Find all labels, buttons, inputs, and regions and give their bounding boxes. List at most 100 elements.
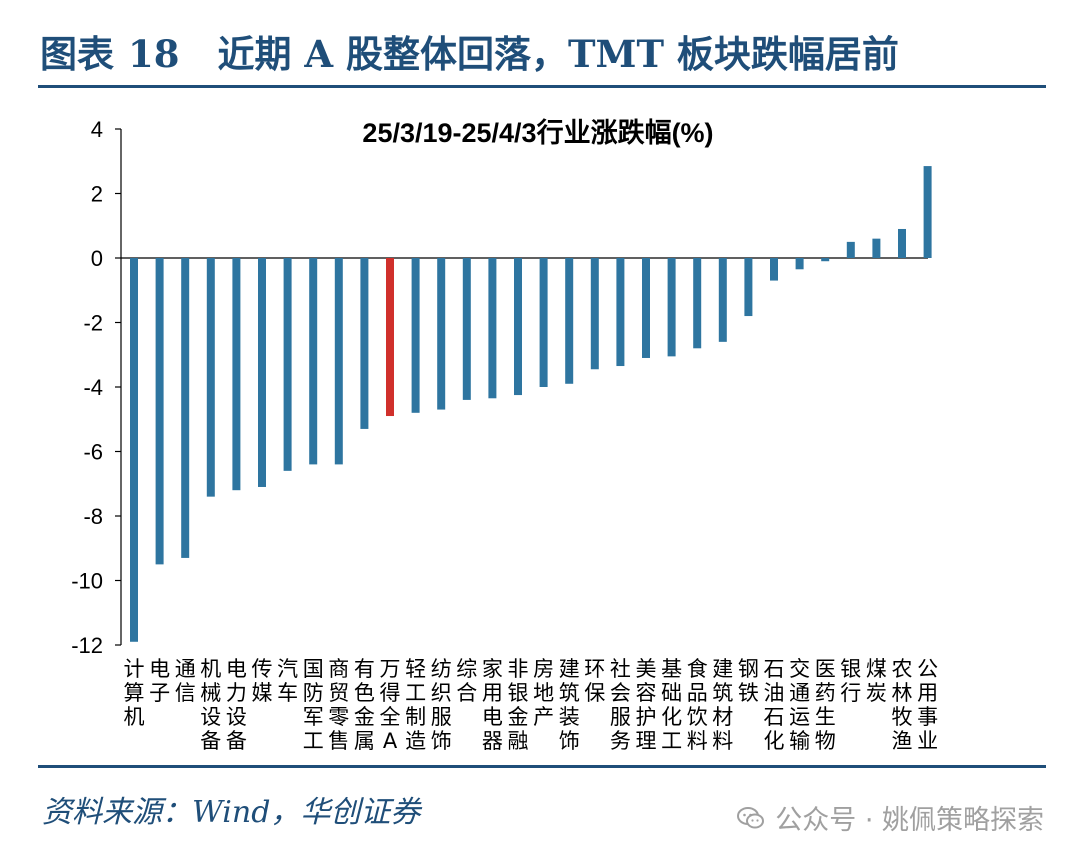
category-char: 算 bbox=[124, 681, 145, 705]
y-tick-label: 0 bbox=[91, 246, 103, 271]
category-char: 机 bbox=[124, 705, 145, 729]
category-char: 金 bbox=[354, 705, 375, 729]
category-char: 融 bbox=[508, 729, 529, 753]
category-char: 饰 bbox=[559, 729, 580, 753]
category-char: 化 bbox=[764, 729, 785, 753]
category-char: 社 bbox=[610, 657, 631, 681]
category-char: 医 bbox=[815, 657, 836, 681]
footer-rule bbox=[38, 765, 1046, 768]
category-char: 运 bbox=[789, 705, 810, 729]
category-char: 业 bbox=[917, 729, 938, 753]
category-char: 售 bbox=[328, 729, 349, 753]
bar-9 bbox=[360, 258, 369, 429]
y-tick-label: -4 bbox=[83, 375, 103, 400]
category-char: 理 bbox=[636, 729, 657, 753]
category-char: 通 bbox=[175, 657, 196, 681]
category-char: 容 bbox=[636, 681, 657, 705]
category-char: 石 bbox=[764, 657, 785, 681]
category-char: 军 bbox=[303, 705, 324, 729]
bar-29 bbox=[872, 238, 881, 258]
category-char: 防 bbox=[303, 681, 324, 705]
category-char: 化 bbox=[661, 705, 682, 729]
category-char: 信 bbox=[175, 681, 196, 705]
watermark-text: 公众号 · 姚佩策略探索 bbox=[775, 805, 1044, 836]
category-label-28: 银行 bbox=[840, 657, 861, 705]
axes: 4 2 0 -2 -4 -6 -8 -10 -12 bbox=[71, 117, 928, 658]
bar-6 bbox=[283, 258, 292, 471]
bar-19 bbox=[616, 258, 625, 367]
category-char: 服 bbox=[431, 705, 452, 729]
bar-21 bbox=[667, 258, 676, 357]
category-label-29: 煤炭 bbox=[866, 657, 887, 705]
category-char: 交 bbox=[789, 657, 810, 681]
bar-18 bbox=[590, 258, 599, 370]
bar-25 bbox=[770, 258, 778, 281]
category-char: 备 bbox=[200, 729, 221, 753]
category-char: 农 bbox=[892, 657, 913, 681]
category-char: 全 bbox=[380, 705, 401, 729]
category-labels: 计算机电子通信机械设备电力设备传媒汽车国防军工商贸零售有色金属万得全A轻工制造纺… bbox=[124, 657, 939, 753]
category-char: 力 bbox=[226, 681, 247, 705]
category-char: 生 bbox=[815, 705, 836, 729]
bar-12 bbox=[437, 258, 446, 410]
category-char: 子 bbox=[149, 681, 170, 705]
bar-10 bbox=[386, 258, 394, 417]
category-char: 用 bbox=[482, 681, 503, 705]
bar-2 bbox=[181, 258, 190, 558]
figure-number: 18 bbox=[128, 32, 180, 76]
category-char: 础 bbox=[661, 681, 682, 705]
category-label-1: 电子 bbox=[149, 657, 170, 705]
category-char: 炭 bbox=[866, 681, 887, 705]
category-char: 机 bbox=[200, 657, 221, 681]
figure-label: 图表 bbox=[40, 32, 114, 76]
bar-24 bbox=[744, 258, 753, 317]
category-char: 设 bbox=[200, 705, 221, 729]
category-char: A bbox=[383, 729, 398, 753]
category-char: 银 bbox=[840, 657, 861, 681]
category-char: 公 bbox=[917, 657, 938, 681]
category-char: 材 bbox=[712, 705, 733, 729]
category-char: 房 bbox=[533, 657, 554, 681]
category-char: 食 bbox=[687, 657, 708, 681]
category-char: 林 bbox=[892, 681, 913, 705]
bar-20 bbox=[642, 258, 650, 358]
bar-7 bbox=[309, 258, 318, 465]
category-char: 地 bbox=[533, 681, 554, 705]
category-char: 用 bbox=[917, 681, 938, 705]
y-tick-label: -2 bbox=[83, 311, 103, 336]
category-char: 综 bbox=[456, 657, 477, 681]
category-char: 建 bbox=[559, 657, 580, 681]
category-char: 建 bbox=[712, 657, 733, 681]
category-label-24: 钢铁 bbox=[738, 657, 759, 705]
category-label-5: 传媒 bbox=[252, 657, 273, 705]
bar-4 bbox=[232, 258, 241, 491]
category-char: 备 bbox=[226, 729, 247, 753]
category-char: 纺 bbox=[431, 657, 452, 681]
y-tick-label: -10 bbox=[71, 569, 103, 594]
bar-26 bbox=[795, 258, 804, 270]
category-char: 服 bbox=[610, 705, 631, 729]
category-char: 有 bbox=[354, 657, 375, 681]
category-char: 商 bbox=[328, 657, 349, 681]
category-char: 工 bbox=[303, 729, 324, 753]
category-char: 铁 bbox=[738, 681, 759, 705]
category-char: 属 bbox=[354, 729, 375, 753]
category-char: 药 bbox=[815, 681, 836, 705]
bar-3 bbox=[206, 258, 215, 497]
category-char: 护 bbox=[636, 705, 657, 729]
bars bbox=[130, 166, 932, 642]
category-char: 车 bbox=[277, 681, 298, 705]
category-char: 品 bbox=[687, 681, 708, 705]
category-char: 计 bbox=[124, 657, 145, 681]
